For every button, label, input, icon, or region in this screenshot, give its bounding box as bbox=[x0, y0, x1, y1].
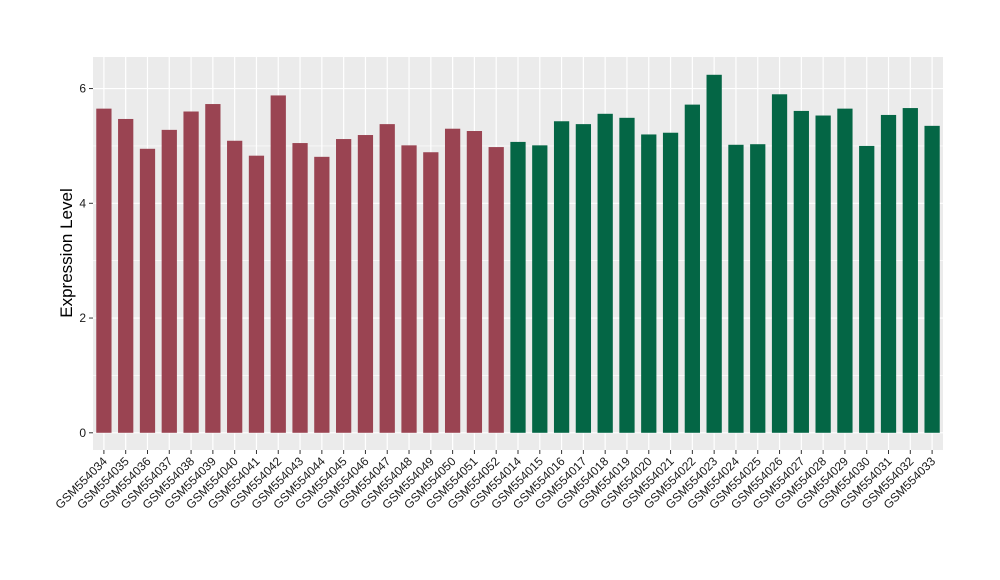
bar-gsm554021 bbox=[662, 132, 679, 433]
bars-group bbox=[96, 74, 940, 433]
y-axis-title: Expression Level bbox=[57, 188, 76, 317]
bar-gsm554037 bbox=[161, 129, 177, 433]
bar-gsm554016 bbox=[553, 121, 570, 433]
bar-gsm554035 bbox=[118, 118, 134, 433]
bar-gsm554047 bbox=[379, 124, 395, 433]
bar-gsm554019 bbox=[619, 117, 635, 433]
bar-gsm554024 bbox=[728, 144, 744, 433]
bar-gsm554034 bbox=[96, 108, 112, 433]
y-tick-label: 6 bbox=[79, 82, 86, 96]
bar-gsm554031 bbox=[880, 114, 897, 433]
bar-gsm554052 bbox=[488, 147, 504, 433]
bar-gsm554018 bbox=[597, 113, 613, 433]
bar-gsm554050 bbox=[444, 128, 461, 433]
bar-gsm554039 bbox=[205, 104, 221, 433]
bar-gsm554048 bbox=[401, 145, 417, 433]
bar-gsm554046 bbox=[357, 135, 374, 433]
bar-gsm554049 bbox=[423, 152, 439, 433]
bar-gsm554017 bbox=[575, 124, 592, 433]
bar-gsm554026 bbox=[771, 94, 788, 433]
bar-gsm554042 bbox=[270, 95, 286, 433]
bar-gsm554040 bbox=[227, 140, 243, 433]
bar-gsm554020 bbox=[641, 134, 657, 433]
bar-gsm554045 bbox=[336, 139, 352, 433]
x-axis: GSM554034GSM554035GSM554036GSM554037GSM5… bbox=[52, 450, 938, 512]
bar-gsm554028 bbox=[815, 115, 831, 433]
bar-gsm554038 bbox=[183, 111, 199, 433]
bar-gsm554033 bbox=[924, 125, 940, 433]
y-tick-label: 4 bbox=[79, 196, 86, 210]
bar-gsm554044 bbox=[314, 156, 330, 433]
bar-gsm554022 bbox=[684, 104, 700, 433]
bar-gsm554027 bbox=[793, 110, 809, 433]
bar-gsm554043 bbox=[292, 143, 308, 433]
y-tick-label: 2 bbox=[79, 311, 86, 325]
y-tick-label: 0 bbox=[79, 426, 86, 440]
bar-gsm554032 bbox=[902, 108, 918, 433]
bar-gsm554029 bbox=[837, 108, 853, 433]
y-axis: 0 2 4 6 bbox=[79, 82, 93, 440]
bar-gsm554014 bbox=[510, 141, 526, 433]
bar-gsm554025 bbox=[750, 144, 766, 433]
bar-gsm554041 bbox=[248, 155, 265, 433]
bar-gsm554015 bbox=[532, 145, 548, 433]
bar-gsm554036 bbox=[139, 148, 156, 433]
bar-gsm554023 bbox=[706, 74, 722, 433]
bar-gsm554051 bbox=[466, 131, 483, 433]
bar-gsm554030 bbox=[859, 145, 875, 433]
